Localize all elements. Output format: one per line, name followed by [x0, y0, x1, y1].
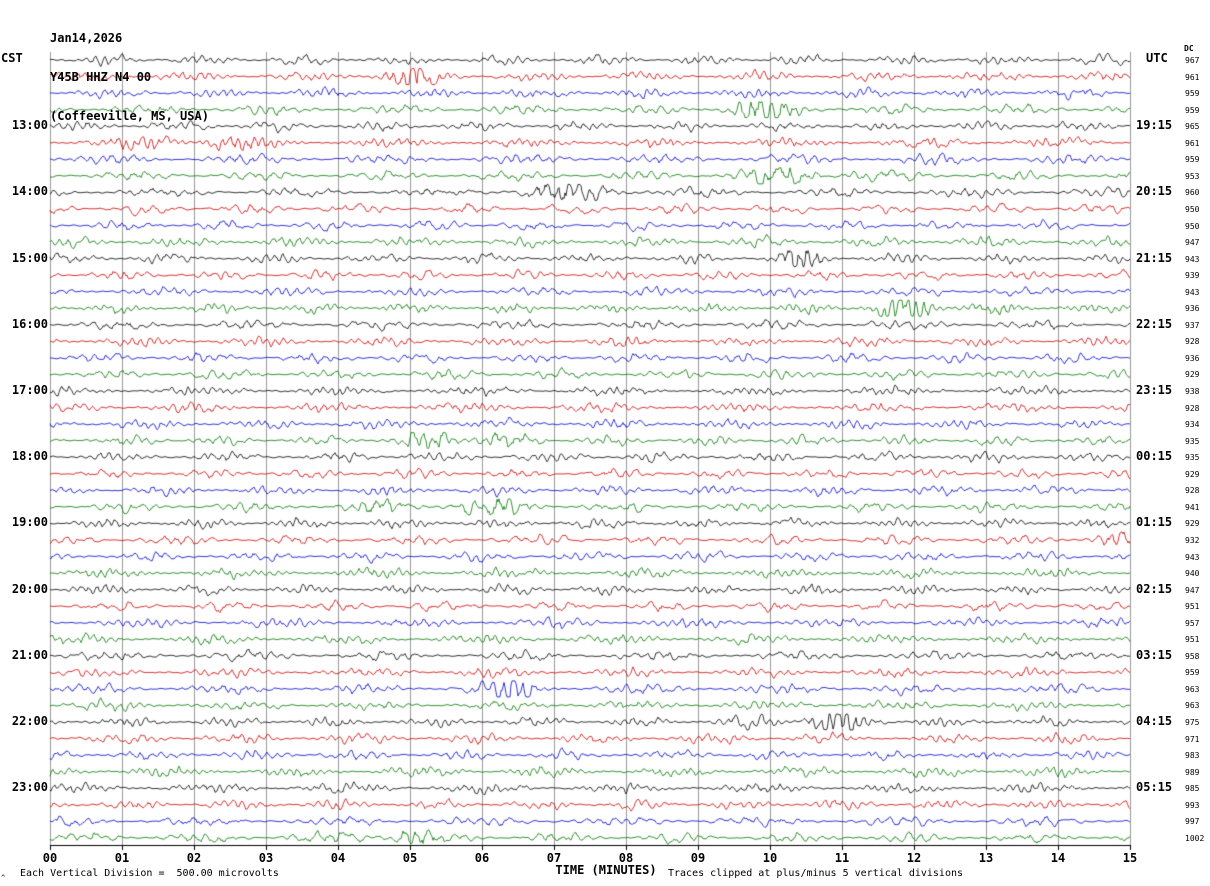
dc-value: 971	[1185, 734, 1200, 744]
dc-value: 935	[1185, 453, 1200, 463]
minute-tick-label: 00	[42, 851, 58, 865]
dc-value: 939	[1185, 271, 1200, 281]
dc-value: 940	[1185, 569, 1200, 579]
dc-value: 950	[1185, 204, 1200, 214]
dc-value: 928	[1185, 337, 1200, 347]
dc-value: 929	[1185, 370, 1200, 380]
utc-time-label: 02:15	[1136, 581, 1173, 596]
dc-value: 1002	[1185, 833, 1205, 843]
dc-value: 960	[1185, 188, 1200, 198]
minute-tick-label: 04	[330, 851, 346, 865]
dc-value: 928	[1185, 403, 1200, 413]
dc-value: 965	[1185, 122, 1200, 132]
dc-value: 959	[1185, 89, 1200, 99]
title-station: Y45B HHZ N4 00	[50, 70, 152, 84]
dc-value: 938	[1185, 387, 1200, 396]
dc-value: 989	[1185, 767, 1200, 777]
dc-value: 961	[1185, 72, 1200, 82]
dc-value: 959	[1185, 155, 1200, 165]
utc-time-label: 23:15	[1136, 383, 1173, 397]
cst-time-label: 20:00	[11, 581, 48, 596]
dc-value: 934	[1185, 420, 1200, 430]
dc-value: 943	[1185, 254, 1200, 264]
clip-note: Traces clipped at plus/minus 5 vertical …	[668, 868, 964, 879]
utc-time-label: 20:15	[1136, 184, 1173, 199]
cst-time-label: 16:00	[11, 316, 48, 331]
right-timezone-label: UTC	[1146, 51, 1168, 65]
left-timezone-label: CST	[1, 51, 23, 65]
dc-value: 932	[1185, 535, 1200, 545]
title-block: Jan14,2026 Y45B HHZ N4 00 (Coffeeville, …	[50, 6, 209, 149]
dc-value: 953	[1185, 171, 1200, 181]
dc-value: 959	[1185, 105, 1200, 115]
dc-value: 951	[1185, 635, 1200, 645]
minute-tick-label: 07	[546, 851, 562, 865]
dc-value: 943	[1185, 287, 1200, 297]
utc-time-label: 03:15	[1136, 647, 1173, 662]
dc-value: 997	[1185, 817, 1200, 827]
dc-value: 935	[1185, 436, 1200, 446]
cst-time-label: 13:00	[11, 118, 48, 133]
minute-tick-label: 06	[474, 851, 490, 865]
dc-value: 963	[1185, 684, 1200, 694]
x-axis-title: TIME (MINUTES)	[555, 863, 657, 877]
dc-value: 993	[1185, 800, 1200, 810]
utc-time-label: 05:15	[1136, 780, 1173, 795]
cst-time-label: 22:00	[11, 714, 48, 728]
dc-value: 936	[1185, 353, 1200, 363]
cst-time-label: 14:00	[11, 184, 48, 199]
dc-value: 929	[1185, 519, 1200, 529]
dc-value: 941	[1185, 502, 1200, 512]
dc-value: 937	[1185, 320, 1200, 330]
dc-value: 958	[1185, 651, 1200, 661]
cst-time-label: 18:00	[11, 449, 48, 464]
minute-tick-label: 14	[1050, 851, 1066, 865]
dc-value: 929	[1185, 469, 1200, 479]
minute-tick-label: 08	[618, 851, 634, 865]
minute-tick-label: 10	[762, 851, 778, 865]
utc-time-label: 04:15	[1136, 714, 1173, 728]
dc-value: 985	[1185, 784, 1200, 794]
dc-value: 959	[1185, 668, 1200, 678]
corner-mark: ^	[1, 874, 6, 882]
dc-value: 936	[1185, 304, 1200, 314]
minute-tick-label: 15	[1122, 851, 1138, 865]
dc-value: 928	[1185, 486, 1200, 496]
utc-time-label: 19:15	[1136, 118, 1173, 133]
minute-tick-label: 03	[258, 851, 274, 865]
dc-value: 951	[1185, 602, 1200, 612]
dc-value: 975	[1185, 718, 1200, 727]
utc-time-label: 01:15	[1136, 515, 1173, 530]
dc-value: 961	[1185, 138, 1200, 148]
dc-value: 947	[1185, 238, 1200, 248]
dc-value: 963	[1185, 701, 1200, 711]
dc-value: 983	[1185, 751, 1200, 761]
cst-time-label: 23:00	[11, 780, 48, 795]
utc-time-label: 00:15	[1136, 449, 1173, 464]
dc-value: 957	[1185, 618, 1200, 628]
dc-value: 943	[1185, 552, 1200, 562]
minute-tick-label: 09	[690, 851, 706, 865]
dc-value: 967	[1185, 56, 1200, 65]
utc-time-label: 22:15	[1136, 316, 1173, 331]
dc-value: 950	[1185, 221, 1200, 231]
minute-tick-label: 02	[186, 851, 202, 865]
cst-time-label: 21:00	[11, 647, 48, 662]
dc-value: 947	[1185, 585, 1200, 595]
dc-column-header: DC	[1184, 44, 1194, 53]
cst-time-label: 15:00	[11, 250, 48, 265]
cst-time-label: 19:00	[11, 515, 48, 530]
utc-time-label: 21:15	[1136, 250, 1173, 265]
minute-tick-label: 05	[402, 851, 418, 865]
cst-time-label: 17:00	[11, 383, 48, 397]
minute-tick-label: 12	[906, 851, 922, 865]
title-date: Jan14,2026	[50, 31, 123, 45]
scale-note: Each Vertical Division = 500.00 microvol…	[20, 868, 279, 879]
title-location: (Coffeeville, MS, USA)	[50, 109, 209, 123]
minute-tick-label: 13	[978, 851, 994, 865]
minute-tick-label: 11	[834, 851, 850, 865]
minute-tick-label: 01	[114, 851, 130, 865]
